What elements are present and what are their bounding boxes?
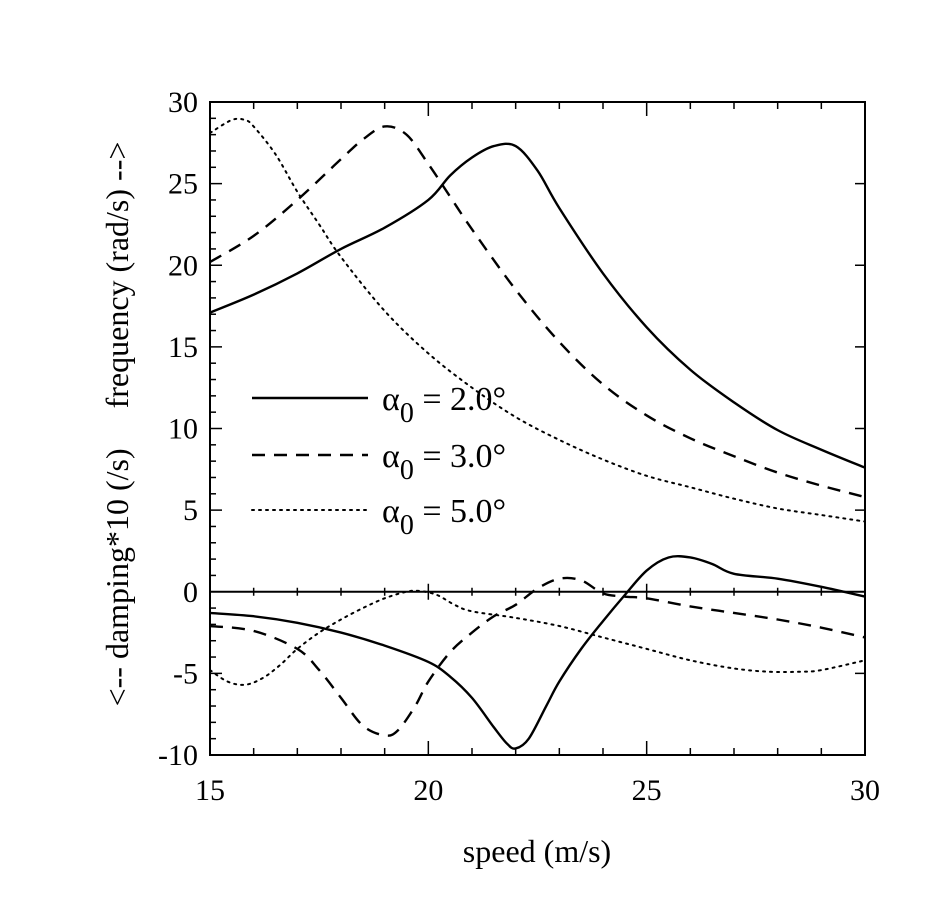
y-tick-label: 10 [168, 413, 198, 446]
x-tick-label: 30 [850, 774, 880, 807]
y-tick-label: 25 [168, 168, 198, 201]
y-tick-label: 20 [168, 249, 198, 282]
x-tick-label: 25 [632, 774, 662, 807]
x-tick-label: 20 [413, 774, 443, 807]
y-tick-label: 0 [183, 576, 198, 609]
legend: α0 = 2.0° α0 = 3.0° α0 = 5.0° [251, 381, 506, 541]
series-1-frequency-line [209, 142, 866, 469]
y-axis-label: <-- damping*10 (/s) frequency (rad/s) --… [99, 142, 135, 707]
legend-label-2: α0 = 3.0° [382, 438, 506, 486]
legend-label-1: α0 = 2.0° [382, 381, 506, 429]
series-3-damping-line [209, 589, 866, 686]
y-tick-label: -10 [158, 739, 198, 772]
series-layer [209, 117, 866, 750]
plot-frame [209, 101, 866, 756]
series-3-frequency-line [209, 117, 866, 523]
y-tick-label: -5 [173, 657, 198, 690]
y-tick-label: 30 [168, 86, 198, 119]
series-2-damping-line [209, 576, 866, 737]
y-tick-label: 5 [183, 494, 198, 527]
series-1-damping-line [209, 555, 866, 750]
x-axis-label: speed (m/s) [463, 833, 611, 869]
series-2-frequency-line [209, 125, 866, 499]
y-tick-labels: -10 -5 0 5 10 15 20 25 30 [158, 86, 198, 772]
x-tick-labels: 15 20 25 30 [195, 774, 880, 807]
legend-label-3: α0 = 5.0° [382, 493, 506, 541]
y-tick-label: 15 [168, 331, 198, 364]
x-tick-label: 15 [195, 774, 225, 807]
